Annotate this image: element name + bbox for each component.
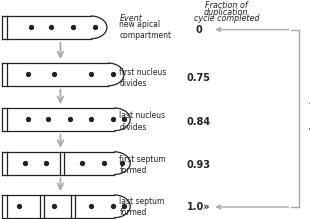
Ellipse shape	[98, 108, 130, 131]
Text: 0.75: 0.75	[186, 73, 210, 83]
Ellipse shape	[98, 152, 130, 175]
Text: new apical
compartment: new apical compartment	[119, 19, 171, 40]
Text: repeat cycle: repeat cycle	[308, 94, 310, 143]
Bar	[2, 195, 114, 218]
Text: first septum
formed: first septum formed	[119, 155, 166, 175]
Text: duplication: duplication	[204, 8, 249, 17]
Ellipse shape	[98, 195, 130, 218]
Text: 0.84: 0.84	[186, 117, 210, 127]
Bar	[2, 152, 114, 175]
Ellipse shape	[75, 16, 107, 39]
Text: 0.93: 0.93	[186, 160, 210, 170]
Text: last nucleus
divides: last nucleus divides	[119, 111, 166, 132]
Bar	[2, 63, 108, 86]
Text: 1.0»: 1.0»	[187, 202, 210, 212]
Text: Event: Event	[119, 14, 142, 23]
Bar	[2, 16, 91, 39]
Bar	[2, 108, 114, 131]
Ellipse shape	[92, 63, 124, 86]
Text: first nucleus
divides: first nucleus divides	[119, 68, 167, 88]
Text: Fraction of: Fraction of	[205, 1, 248, 10]
Text: 0: 0	[195, 25, 202, 35]
Text: cycle completed: cycle completed	[193, 14, 259, 23]
Text: last septum
formed: last septum formed	[119, 197, 165, 217]
